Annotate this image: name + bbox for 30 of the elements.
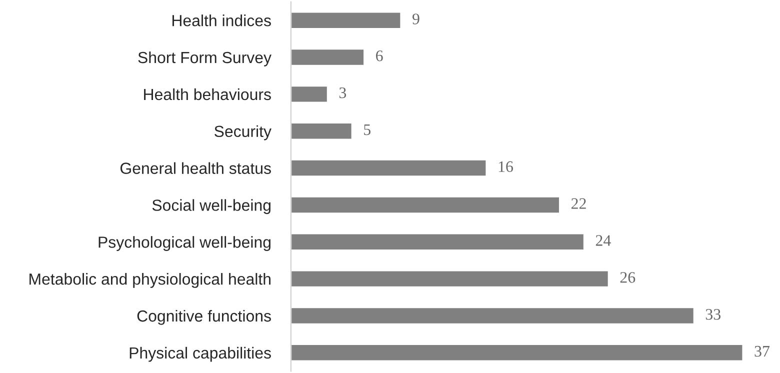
- data-label: 24: [596, 235, 611, 246]
- bar: [290, 159, 488, 178]
- data-label: 9: [412, 14, 420, 24]
- y-tick-label: Psychological well-being: [98, 236, 270, 251]
- data-label: 6: [376, 50, 383, 62]
- y-tick-label: Security: [214, 125, 272, 140]
- data-label: 33: [706, 309, 720, 320]
- y-tick-label: Physical capabilities: [130, 346, 271, 362]
- bar: [290, 11, 402, 30]
- bar: [290, 122, 353, 140]
- bar: [290, 85, 328, 104]
- bar: [290, 270, 610, 288]
- data-label: 5: [364, 124, 370, 136]
- y-tick-label: General health status: [120, 162, 271, 174]
- y-tick-label: Health indices: [172, 14, 271, 26]
- data-label: 26: [620, 272, 636, 283]
- y-tick-label: Health behaviours: [144, 88, 271, 100]
- data-label: 37: [754, 346, 770, 357]
- y-tick-label: Cognitive functions: [137, 310, 271, 325]
- data-label: 16: [498, 161, 513, 172]
- bar: [290, 306, 695, 325]
- y-tick-label: Short Form Survey: [138, 51, 272, 66]
- bar: [290, 232, 585, 251]
- bar: [290, 344, 744, 362]
- bar: [290, 48, 365, 66]
- bar: [290, 196, 560, 214]
- data-label: 3: [339, 87, 346, 98]
- y-tick-label: Social well-being: [152, 199, 270, 214]
- data-label: 22: [571, 198, 586, 209]
- y-tick-label: Metabolic and physiological health: [30, 273, 270, 288]
